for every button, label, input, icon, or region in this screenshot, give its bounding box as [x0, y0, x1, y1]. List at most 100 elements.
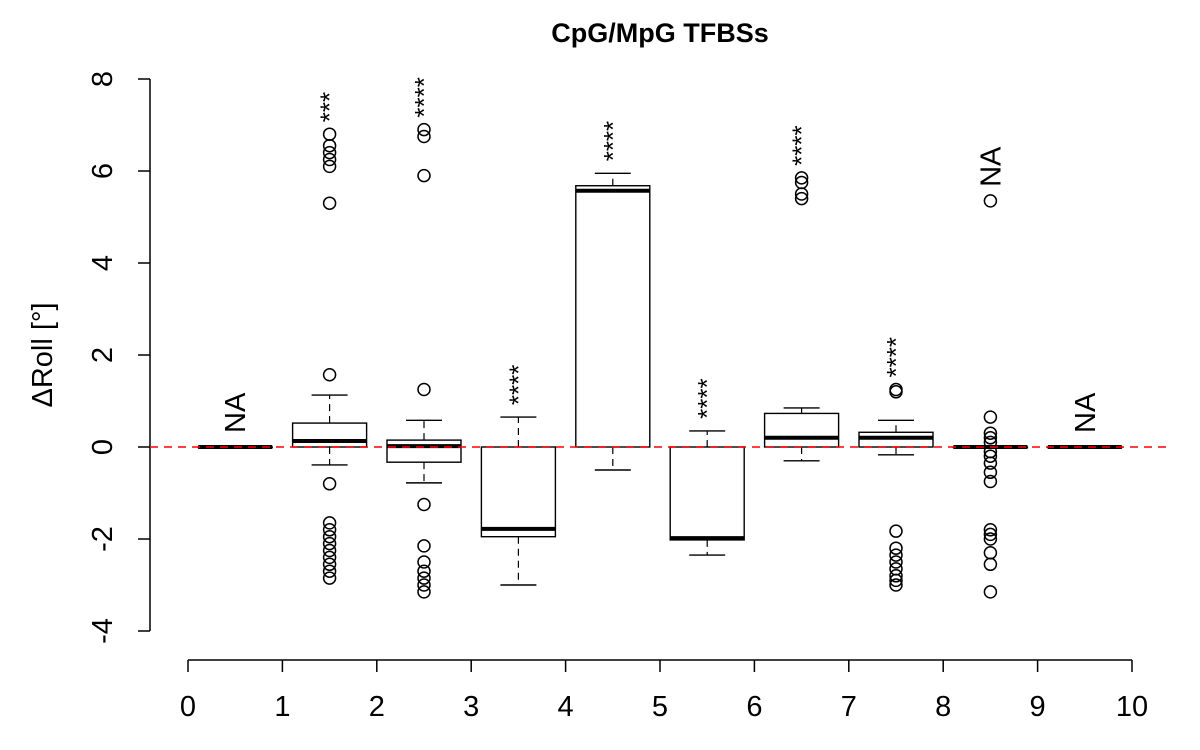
na-label: NA	[220, 392, 252, 433]
box-group: ****	[763, 125, 840, 462]
outlier-point	[322, 196, 337, 210]
outlier-point	[417, 555, 431, 569]
outlier-point	[889, 562, 903, 576]
outlier-point	[794, 191, 809, 206]
outlier-point	[322, 368, 337, 382]
chart-title: CpG/MpG TFBSs	[551, 18, 769, 48]
x-tick-label: 1	[274, 691, 290, 723]
outlier-point	[417, 122, 431, 137]
outlier-point	[983, 410, 998, 424]
outlier-point	[322, 529, 337, 544]
x-tick-label: 4	[558, 691, 574, 723]
box-group: ****	[858, 337, 934, 592]
outlier-point	[417, 585, 431, 599]
outlier-point	[322, 138, 337, 153]
box-group: ****	[386, 77, 462, 599]
outlier-point	[983, 449, 998, 463]
y-axis-label: ΔRoll [°]	[27, 302, 59, 407]
outlier-point	[417, 497, 431, 512]
x-tick-label: 5	[652, 691, 668, 723]
outlier-point	[322, 477, 337, 491]
box-group: ****	[480, 365, 557, 586]
outlier-point	[794, 175, 809, 190]
x-tick-label: 8	[935, 691, 951, 723]
outlier-point	[322, 152, 337, 167]
box-group: ***	[291, 92, 368, 585]
outlier-point	[983, 532, 998, 546]
box-iqr	[480, 446, 557, 538]
outlier-point	[889, 382, 903, 397]
outlier-point	[322, 516, 337, 530]
box-group: NA	[1047, 392, 1123, 449]
box-group: NA	[952, 146, 1029, 599]
outlier-point	[889, 548, 903, 562]
outlier-point	[322, 523, 337, 537]
outlier-point	[322, 543, 337, 558]
outlier-point	[983, 585, 998, 599]
outlier-point	[322, 159, 337, 174]
outlier-point	[983, 465, 998, 480]
outlier-point	[983, 527, 998, 542]
box-group: NA	[197, 392, 273, 449]
significance-stars: ****	[787, 125, 817, 165]
outlier-point	[983, 194, 998, 208]
outlier-point	[417, 382, 431, 397]
outlier-point	[889, 573, 903, 588]
outlier-point	[322, 127, 337, 141]
y-tick-label: 4	[87, 255, 119, 271]
box-iqr	[669, 446, 745, 541]
outlier-point	[322, 550, 337, 565]
na-label: NA	[1070, 392, 1102, 433]
box-iqr	[575, 185, 651, 448]
na-label: NA	[975, 146, 1007, 187]
outlier-point	[417, 168, 431, 183]
outlier-point	[417, 564, 431, 578]
y-tick-label: -2	[87, 526, 119, 552]
outlier-point	[417, 129, 431, 144]
x-tick-label: 10	[1116, 691, 1148, 723]
outlier-point	[983, 474, 998, 489]
x-tick-label: 2	[369, 691, 385, 723]
y-tick-label: -4	[87, 618, 119, 644]
significance-stars: ****	[409, 77, 439, 117]
outlier-point	[889, 541, 903, 555]
outlier-point	[417, 539, 431, 553]
outlier-point	[322, 557, 337, 572]
outlier-point	[794, 171, 809, 185]
outlier-point	[322, 536, 337, 551]
outlier-point	[417, 578, 431, 592]
box-group: ****	[575, 121, 651, 471]
outlier-point	[983, 426, 998, 440]
x-tick-label: 7	[841, 691, 857, 723]
x-tick-label: 3	[463, 691, 479, 723]
box-group: ****	[669, 378, 745, 556]
outlier-point	[889, 555, 903, 569]
outlier-point	[983, 435, 998, 450]
outlier-point	[889, 578, 903, 592]
x-tick-label: 6	[746, 691, 762, 723]
box-iqr	[386, 439, 462, 463]
significance-stars: ****	[692, 378, 722, 418]
outlier-point	[322, 571, 337, 585]
significance-stars: ****	[598, 121, 628, 161]
y-tick-label: 0	[87, 439, 119, 455]
outlier-point	[983, 431, 998, 445]
outlier-point	[322, 564, 337, 578]
outlier-point	[983, 557, 998, 572]
box-iqr	[763, 412, 840, 448]
x-tick-label: 0	[180, 691, 196, 723]
outlier-point	[322, 145, 337, 160]
significance-stars: ***	[315, 92, 345, 122]
outlier-point	[889, 524, 903, 538]
y-tick-label: 6	[87, 163, 119, 179]
y-tick-label: 8	[87, 71, 119, 87]
outlier-point	[417, 571, 431, 585]
outlier-point	[983, 456, 998, 470]
y-tick-label: 2	[87, 347, 119, 363]
outlier-point	[983, 546, 998, 560]
significance-stars: ****	[881, 337, 911, 377]
outlier-point	[983, 523, 998, 537]
box-iqr	[291, 422, 368, 448]
significance-stars: ****	[503, 365, 533, 405]
